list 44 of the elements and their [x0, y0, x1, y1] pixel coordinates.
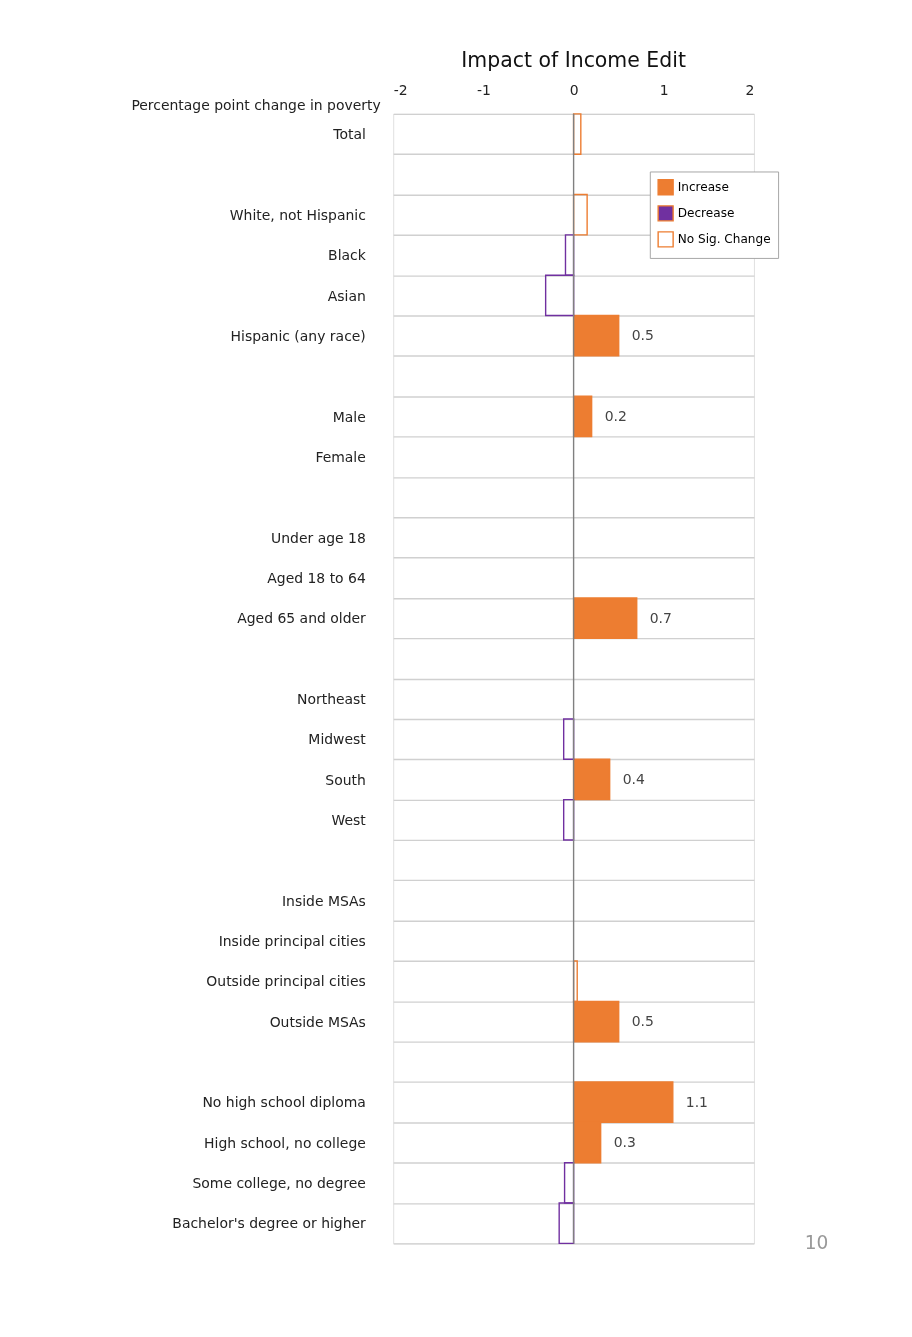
- y-tick-label: Outside principal cities: [206, 973, 366, 990]
- bar: [572, 758, 611, 801]
- x-tick-label: 0: [569, 81, 579, 98]
- bar: [572, 314, 620, 357]
- y-tick-label: Bachelor's degree or higher: [172, 1215, 367, 1232]
- y-tick-label: Aged 18 to 64: [267, 569, 366, 586]
- y-tick-label: Inside MSAs: [281, 892, 366, 909]
- x-tick-label: 1: [659, 81, 669, 98]
- y-tick-label: Total: [332, 126, 366, 143]
- x-tick-label: 2: [745, 81, 755, 98]
- y-tick-label: No high school diploma: [202, 1094, 366, 1111]
- y-tick-label: White, not Hispanic: [229, 206, 366, 223]
- x-tick-label: -2: [393, 81, 408, 98]
- data-label: 0.4: [622, 771, 645, 788]
- data-label: 0.5: [631, 327, 654, 344]
- y-tick-label: Male: [332, 408, 366, 425]
- y-tick-label: Inside principal cities: [218, 932, 366, 949]
- y-tick-label: South: [325, 771, 366, 788]
- chart-title: Impact of Income Edit: [461, 48, 686, 73]
- legend-label: No Sig. Change: [677, 232, 771, 247]
- bar: [572, 395, 593, 438]
- text: 10: [804, 1231, 829, 1253]
- y-tick-label: Under age 18: [271, 529, 366, 546]
- data-label: 0.7: [649, 609, 672, 626]
- y-tick-label: West: [331, 811, 367, 828]
- data-label: 1.1: [685, 1093, 708, 1110]
- y-tick-label: Some college, no degree: [192, 1175, 366, 1192]
- y-tick-label: Female: [315, 448, 366, 465]
- x-tick-label: -1: [476, 81, 491, 98]
- bar: [572, 597, 638, 639]
- y-tick-label: High school, no college: [204, 1134, 366, 1151]
- y-tick-label: Hispanic (any race): [230, 327, 366, 344]
- data-label: 0.5: [631, 1013, 654, 1030]
- legend-label: Increase: [677, 180, 729, 195]
- y-tick-label: Midwest: [308, 731, 367, 748]
- y-tick-label: Outside MSAs: [269, 1013, 366, 1030]
- y-tick-label: Asian: [327, 287, 366, 304]
- y-tick-label: Black: [328, 247, 367, 264]
- y-tick-label: Aged 65 and older: [237, 610, 367, 627]
- legend-label: Decrease: [677, 206, 735, 221]
- data-label: 0.3: [613, 1134, 636, 1151]
- y-tick-label: Northeast: [296, 690, 367, 707]
- data-label: 0.2: [604, 408, 627, 425]
- x-axis-title: Percentage point change in poverty: [131, 96, 381, 113]
